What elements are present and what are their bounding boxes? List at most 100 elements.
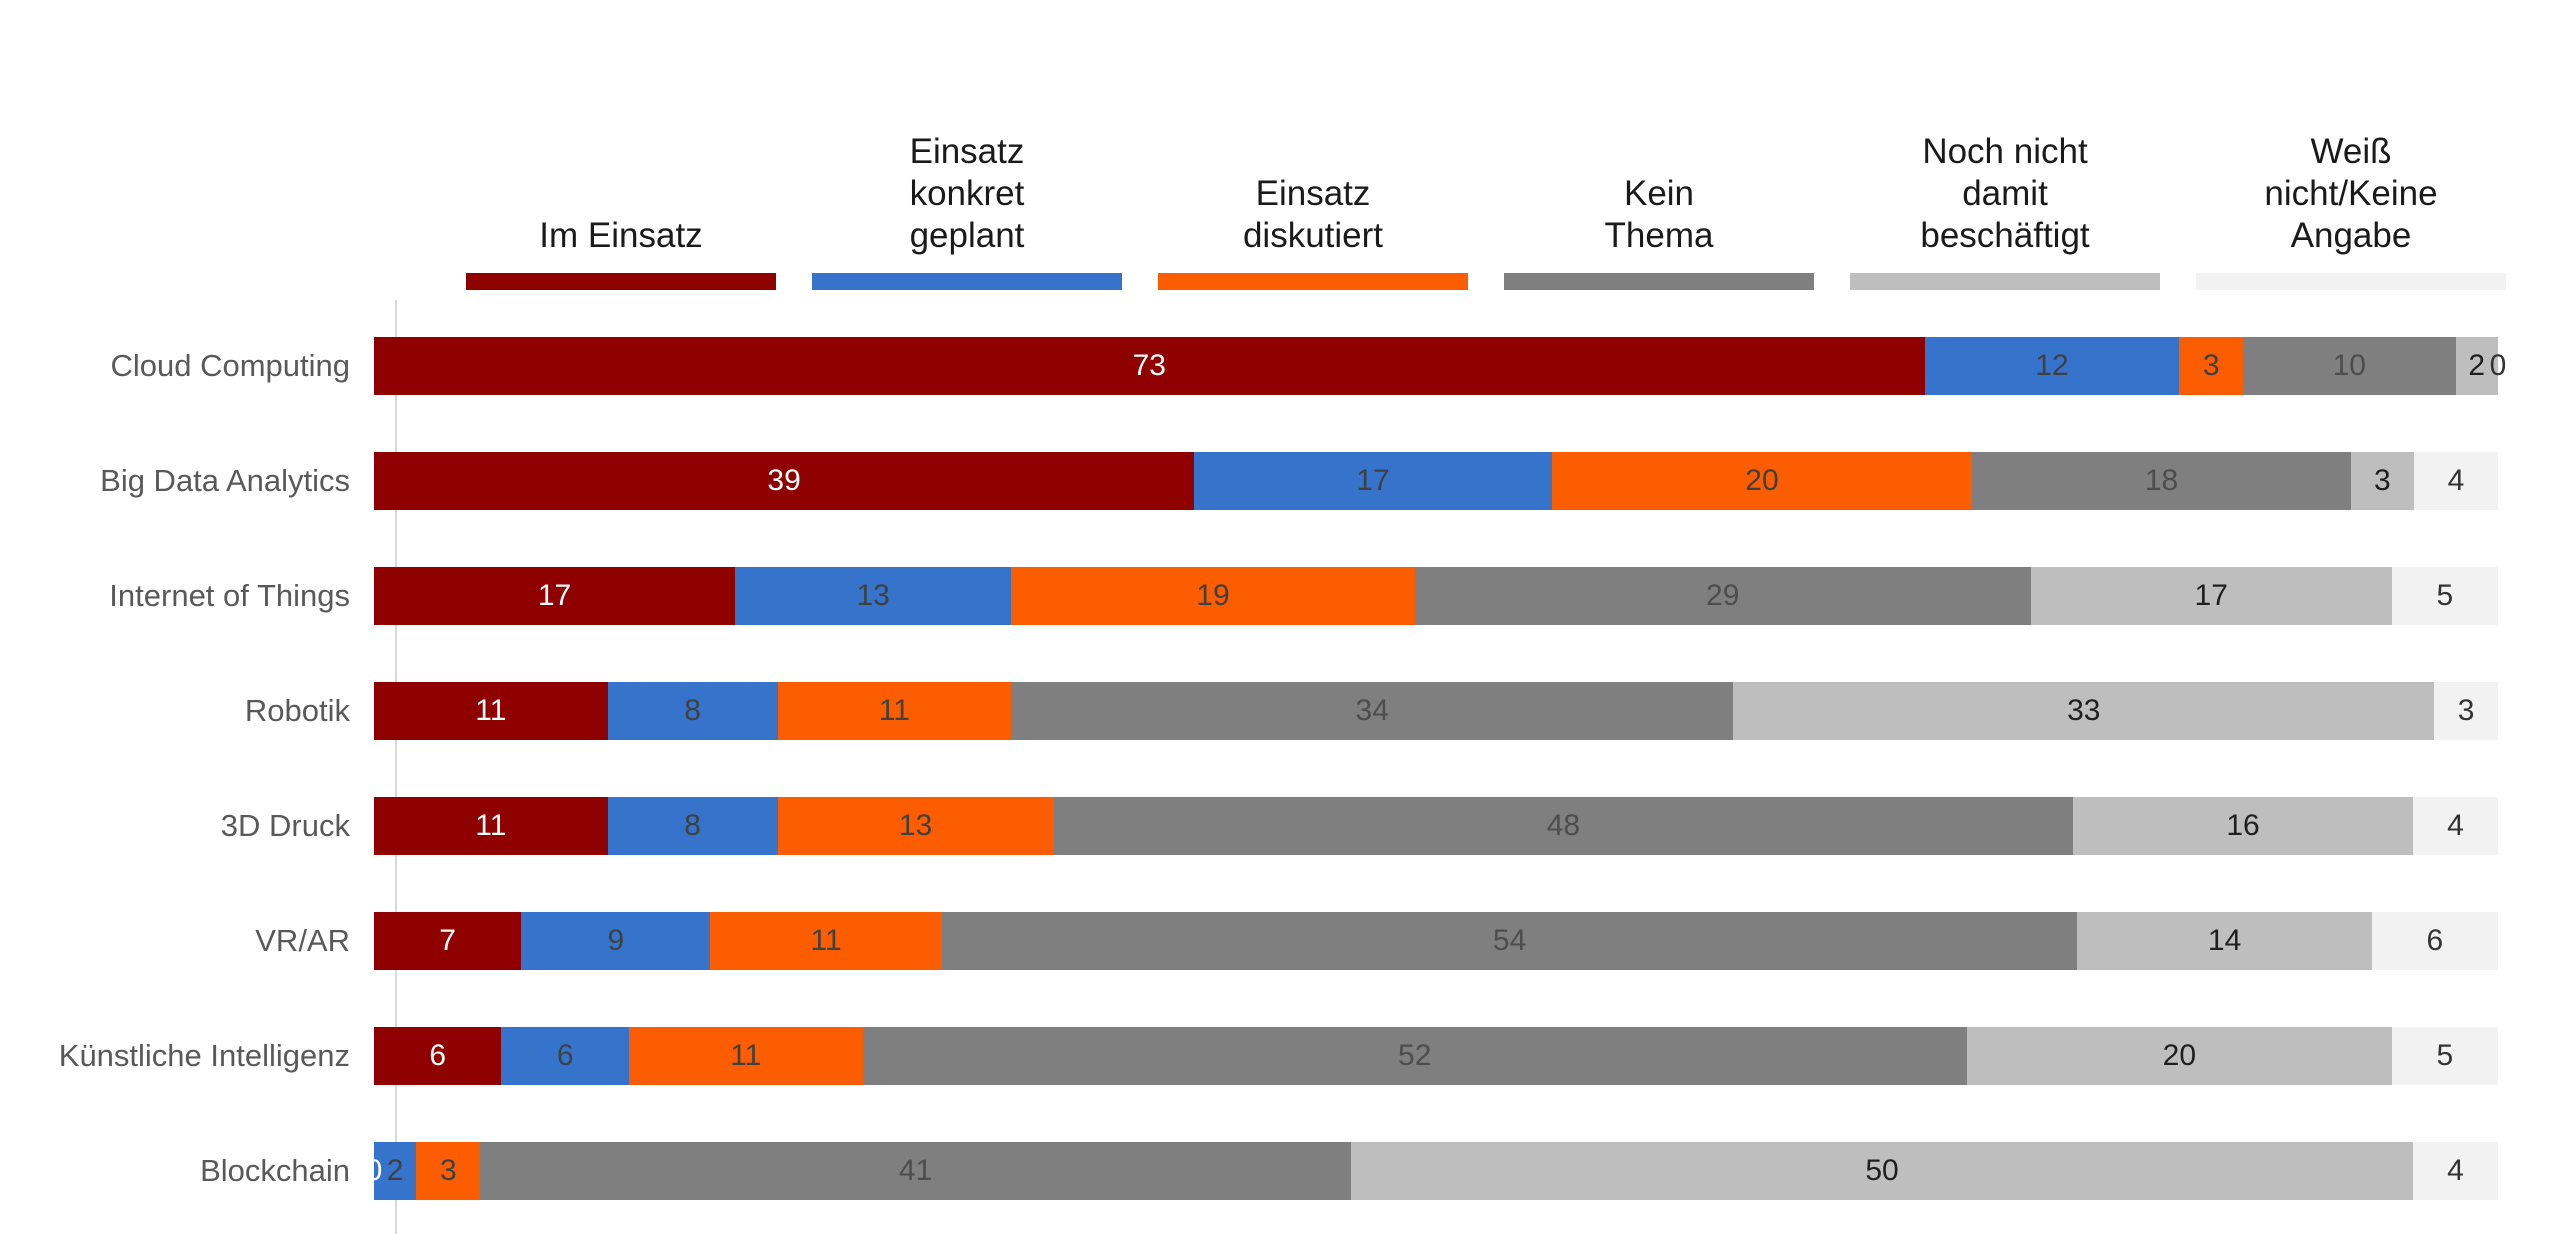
bar-segment: 48 [1053,796,2074,855]
segment-value-label: 11 [730,1038,762,1072]
segment-value-label: 52 [1398,1038,1432,1072]
bar-track: 11 8 13 48 16 4 [374,796,2498,855]
segment-value-label: 54 [1492,923,1527,957]
segment-value-label: 16 [2226,808,2260,842]
segment-value-label: 29 [1706,578,1740,612]
segment-value-label: 39 [767,463,801,497]
segment-value-label: 12 [2035,348,2069,382]
segment-value-label: 8 [684,808,701,842]
legend-swatch [1158,273,1468,290]
bar-segment: 17 [1194,451,1552,510]
bar-segment: 11 [374,796,608,855]
bar-segment: 17 [374,566,736,625]
segment-value-label: 11 [475,808,507,842]
bar-segment: 10 [2243,336,2456,395]
segment-value-label: 48 [1546,808,1581,842]
bar-track: 0 2 3 41 50 4 [366,1141,2498,1200]
bar-segment: 6 [2371,911,2498,970]
segment-value-label: 17 [1356,463,1390,497]
segment-value-label: 41 [898,1153,933,1187]
segment-value-label: 20 [1745,463,1779,497]
bar-segment: 13 [777,796,1054,855]
bar-segment: 7 [374,911,522,970]
segment-value-label: 6 [2426,923,2444,957]
bar-segment: 29 [1414,566,2031,625]
y-axis-line [395,300,397,1234]
segment-value-label: 13 [898,808,933,842]
segment-value-label: 8 [684,693,701,727]
segment-value-label: 17 [2194,578,2228,612]
chart-row: 3D Druck 11 8 13 48 16 4 [0,768,2560,883]
bar-segment: 3 [416,1141,481,1200]
bar-segment: 12 [1924,336,2180,395]
legend-label: Weiß nicht/Keine Angabe [2264,132,2438,255]
bar-segment: 5 [2391,566,2498,625]
segment-value-label: 50 [1865,1153,1899,1187]
bar-track: 39 17 20 18 3 4 [374,451,2498,510]
legend-swatch [1504,273,1814,290]
bar-segment: 17 [2030,566,2392,625]
bar-segment: 2 [374,1141,417,1200]
bar-segment: 5 [2391,1026,2498,1085]
segment-value-label: 0 [2489,348,2507,382]
segment-value-label: 5 [2436,578,2454,612]
bar-segment: 73 [374,336,1925,395]
bar-segment: 54 [941,911,2078,970]
legend-item: Weiß nicht/Keine Angabe [2178,30,2524,290]
chart-row: Blockchain 0 2 3 41 50 4 [0,1113,2560,1228]
category-label: VR/AR [255,922,350,958]
segment-value-label: 3 [2457,693,2475,727]
segment-value-label: 4 [2447,808,2464,842]
segment-value-label: 11 [475,693,507,727]
bar-segment: 2 [2455,336,2498,395]
bar-segment: 3 [2350,451,2414,510]
bar-segment: 34 [1011,681,1734,740]
legend-label: Einsatz konkret geplant [909,132,1025,255]
segment-value-label: 3 [2202,348,2220,382]
segment-value-label: 11 [878,693,910,727]
segment-value-label: 73 [1132,348,1166,382]
bar-segment: 4 [2413,451,2498,510]
legend-item: Im Einsatz [448,30,794,290]
chart-row: Robotik 11 8 11 34 33 3 [0,653,2560,768]
segment-value-label: 9 [607,923,625,957]
legend-label: Kein Thema [1604,174,1714,255]
bar-segment: 39 [374,451,1195,510]
bar-segment: 11 [710,911,942,970]
bar-segment: 41 [480,1141,1352,1200]
bar-segment: 3 [2179,336,2244,395]
bar-segment: 8 [607,796,778,855]
segment-value-label: 34 [1355,693,1389,727]
bar-track: 6 6 11 52 20 5 [374,1026,2498,1085]
bar-segment: 3 [2434,681,2498,740]
segment-value-label: 33 [2067,693,2101,727]
category-label: Robotik [244,692,350,728]
bar-segment: 13 [735,566,1012,625]
bar-segment: 4 [2413,1141,2498,1200]
bar-segment: 11 [374,681,608,740]
segment-value-label: 6 [429,1038,447,1072]
chart-row: Cloud Computing 73 12 3 10 2 0 [0,308,2560,423]
bar-track: 7 9 11 54 14 6 [374,911,2498,970]
plot-rows: Cloud Computing 73 12 3 10 2 0 Big Data Analyti… [0,308,2560,1228]
category-label: Künstliche Intelligenz [58,1037,350,1073]
segment-value-label: 10 [2332,348,2366,382]
chart-row: VR/AR 7 9 11 54 14 6 [0,883,2560,998]
bar-segment: 50 [1351,1141,2414,1200]
legend-swatch [1850,273,2160,290]
segment-value-label: 4 [2447,1153,2464,1187]
legend-label: Noch nicht damit beschäftigt [1920,132,2090,255]
legend-item: Einsatz konkret geplant [794,30,1140,290]
category-label: Cloud Computing [110,347,350,383]
category-label: 3D Druck [220,807,350,843]
bar-segment: 11 [777,681,1012,740]
segment-value-label: 2 [2468,348,2486,382]
bar-segment: 4 [2412,796,2498,855]
segment-value-label: 5 [2436,1038,2454,1072]
chart-row: Big Data Analytics 39 17 20 18 3 4 [0,423,2560,538]
bar-segment: 19 [1011,566,1415,625]
bar-segment: 14 [2077,911,2372,970]
bar-segment: 11 [628,1026,863,1085]
bar-segment: 20 [1551,451,1973,510]
